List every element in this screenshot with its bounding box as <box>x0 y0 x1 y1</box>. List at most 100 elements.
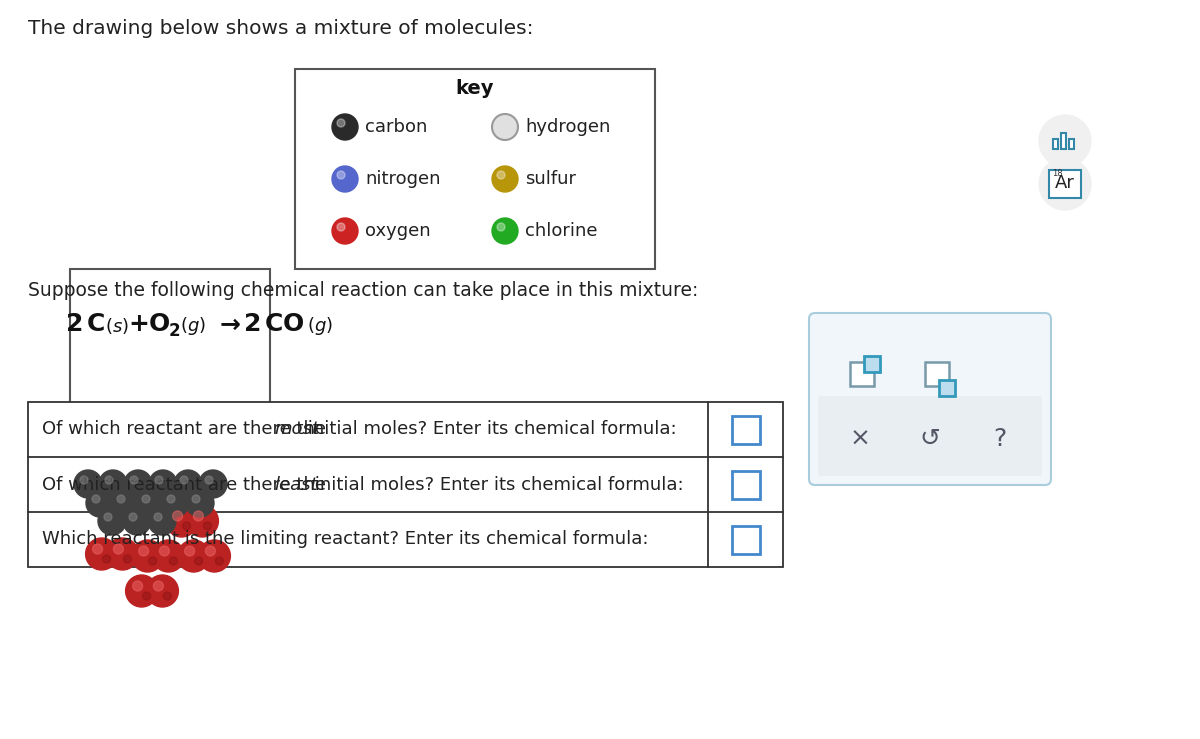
FancyBboxPatch shape <box>925 362 949 386</box>
Circle shape <box>98 507 126 535</box>
Text: Suppose the following chemical reaction can take place in this mixture:: Suppose the following chemical reaction … <box>28 281 698 300</box>
Circle shape <box>154 513 162 521</box>
FancyBboxPatch shape <box>940 380 955 396</box>
Text: hydrogen: hydrogen <box>526 118 611 136</box>
Circle shape <box>332 166 358 192</box>
Text: $\mathbf{2\,C}$: $\mathbf{2\,C}$ <box>65 312 106 336</box>
Text: $\mathbf{2\,CO}$: $\mathbf{2\,CO}$ <box>242 312 305 336</box>
Circle shape <box>166 505 198 537</box>
Text: sulfur: sulfur <box>526 170 576 188</box>
Circle shape <box>154 581 163 591</box>
Text: most: most <box>274 420 319 438</box>
Circle shape <box>130 476 138 484</box>
Circle shape <box>194 557 203 565</box>
Circle shape <box>92 495 100 503</box>
Circle shape <box>163 592 172 600</box>
Circle shape <box>155 476 163 484</box>
Circle shape <box>114 544 124 554</box>
Circle shape <box>139 546 149 556</box>
Text: oxygen: oxygen <box>365 222 431 240</box>
Circle shape <box>199 470 227 498</box>
Circle shape <box>216 557 223 565</box>
FancyBboxPatch shape <box>1054 139 1058 149</box>
Text: Which reactant is the limiting reactant? Enter its chemical formula:: Which reactant is the limiting reactant?… <box>42 531 648 548</box>
FancyBboxPatch shape <box>1049 170 1081 198</box>
Circle shape <box>1039 158 1091 210</box>
Circle shape <box>130 513 137 521</box>
Text: chlorine: chlorine <box>526 222 598 240</box>
Text: ?: ? <box>994 427 1007 451</box>
Circle shape <box>174 470 202 498</box>
Circle shape <box>182 522 191 530</box>
Circle shape <box>149 470 178 498</box>
Text: $\mathit{(s)}$: $\mathit{(s)}$ <box>106 316 128 336</box>
Circle shape <box>142 495 150 503</box>
Circle shape <box>492 114 518 140</box>
Circle shape <box>337 171 346 179</box>
FancyBboxPatch shape <box>1069 139 1074 149</box>
Circle shape <box>98 470 127 498</box>
Circle shape <box>497 223 505 231</box>
Circle shape <box>192 495 200 503</box>
Text: Of which reactant are there the: Of which reactant are there the <box>42 475 331 494</box>
Circle shape <box>178 540 210 572</box>
Circle shape <box>492 166 518 192</box>
Text: Of which reactant are there the: Of which reactant are there the <box>42 420 331 438</box>
Circle shape <box>112 489 139 517</box>
Text: ↺: ↺ <box>919 427 941 451</box>
Circle shape <box>169 557 178 565</box>
Text: $\mathit{(g)}$: $\mathit{(g)}$ <box>307 315 332 337</box>
Text: $\mathit{(g)}$: $\mathit{(g)}$ <box>180 315 206 337</box>
Circle shape <box>332 218 358 244</box>
Text: The drawing below shows a mixture of molecules:: The drawing below shows a mixture of mol… <box>28 19 534 38</box>
Circle shape <box>193 511 204 521</box>
Text: nitrogen: nitrogen <box>365 170 440 188</box>
Circle shape <box>124 470 152 498</box>
Circle shape <box>143 592 151 600</box>
Circle shape <box>126 575 157 607</box>
Text: $\mathbf{+O}$: $\mathbf{+O}$ <box>128 312 170 336</box>
FancyBboxPatch shape <box>864 356 880 372</box>
Text: least: least <box>274 475 318 494</box>
Circle shape <box>132 540 163 572</box>
Circle shape <box>492 218 518 244</box>
FancyBboxPatch shape <box>1061 133 1066 149</box>
Circle shape <box>337 223 346 231</box>
Circle shape <box>146 575 179 607</box>
Text: $\mathbf{2}$: $\mathbf{2}$ <box>168 322 180 340</box>
Circle shape <box>86 489 114 517</box>
Circle shape <box>167 495 175 503</box>
Circle shape <box>205 546 216 556</box>
Circle shape <box>124 507 151 535</box>
FancyBboxPatch shape <box>70 269 270 469</box>
Circle shape <box>497 171 505 179</box>
Circle shape <box>152 540 185 572</box>
Circle shape <box>186 489 214 517</box>
FancyBboxPatch shape <box>732 471 760 499</box>
Circle shape <box>1039 115 1091 167</box>
Text: initial moles? Enter its chemical formula:: initial moles? Enter its chemical formul… <box>310 475 684 494</box>
Circle shape <box>103 555 110 563</box>
Circle shape <box>186 505 218 537</box>
Circle shape <box>205 476 214 484</box>
FancyBboxPatch shape <box>809 313 1051 485</box>
Circle shape <box>132 581 143 591</box>
Circle shape <box>92 544 103 554</box>
Text: Ar: Ar <box>1055 174 1075 192</box>
Circle shape <box>185 546 194 556</box>
FancyBboxPatch shape <box>732 525 760 554</box>
Text: carbon: carbon <box>365 118 427 136</box>
Text: $\mathbf{\rightarrow}$: $\mathbf{\rightarrow}$ <box>215 312 241 336</box>
Circle shape <box>337 119 346 127</box>
FancyBboxPatch shape <box>28 402 784 567</box>
Circle shape <box>80 476 88 484</box>
FancyBboxPatch shape <box>818 396 1042 476</box>
Circle shape <box>161 489 190 517</box>
Circle shape <box>118 495 125 503</box>
Text: 18: 18 <box>1051 169 1062 179</box>
Circle shape <box>148 507 176 535</box>
Circle shape <box>85 538 118 570</box>
Circle shape <box>204 522 211 530</box>
FancyBboxPatch shape <box>295 69 655 269</box>
Circle shape <box>149 557 157 565</box>
